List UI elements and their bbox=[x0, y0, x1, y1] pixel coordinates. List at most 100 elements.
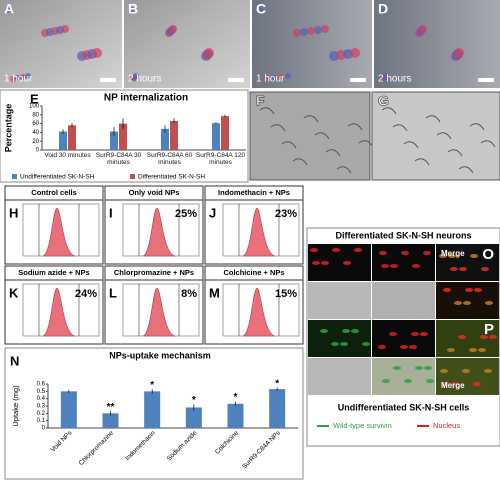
cell bbox=[442, 382, 450, 386]
cell bbox=[454, 301, 462, 305]
cell bbox=[320, 329, 328, 333]
cell bbox=[426, 379, 434, 383]
cell bbox=[342, 329, 350, 333]
y-axis-label: Percentage bbox=[3, 104, 13, 153]
bar bbox=[227, 403, 244, 428]
cell bbox=[474, 288, 482, 292]
cell-shape bbox=[447, 149, 463, 157]
micro-footer: Undifferentiated SK-N-SH cells bbox=[338, 402, 470, 412]
cell bbox=[379, 251, 387, 255]
cell bbox=[404, 379, 412, 383]
y-tick-label: 0 bbox=[36, 148, 40, 154]
cell bbox=[481, 267, 489, 271]
significance: * bbox=[234, 392, 238, 403]
micrograph bbox=[374, 0, 500, 88]
panel-letter: K bbox=[9, 285, 19, 300]
cell-shape bbox=[259, 107, 275, 115]
cell bbox=[169, 25, 177, 33]
scale-bar bbox=[100, 78, 116, 82]
cell bbox=[484, 369, 492, 373]
y-tick-label: 0 bbox=[42, 426, 46, 432]
merge-label: Merge bbox=[441, 381, 465, 390]
micro-tile bbox=[436, 358, 499, 395]
cell bbox=[204, 48, 214, 58]
x-tick-label: SurR9-C84A 120 minutes bbox=[195, 152, 246, 166]
cell bbox=[61, 25, 69, 33]
bar bbox=[60, 391, 77, 428]
panel-letter: I bbox=[109, 205, 113, 220]
cell bbox=[20, 74, 26, 80]
y-tick-label: 0.5 bbox=[37, 389, 46, 395]
panel-caption: 2 hours bbox=[128, 74, 161, 85]
cell bbox=[321, 261, 329, 265]
cell bbox=[450, 267, 458, 271]
panel-letter: A bbox=[4, 1, 14, 17]
cell bbox=[443, 288, 451, 292]
histogram bbox=[42, 207, 76, 257]
cell-shape bbox=[270, 124, 286, 132]
panel-letter: B bbox=[128, 1, 138, 17]
cell bbox=[459, 267, 467, 271]
cell bbox=[419, 25, 427, 33]
panel-caption: 1 hour bbox=[4, 74, 33, 85]
y-tick-label: 0.4 bbox=[37, 396, 46, 402]
cell-shape bbox=[281, 141, 297, 149]
micrograph bbox=[124, 0, 250, 88]
micro-tile bbox=[372, 358, 435, 395]
cell-shape bbox=[414, 158, 430, 166]
cell bbox=[470, 254, 478, 258]
cell bbox=[415, 366, 423, 370]
cell bbox=[343, 261, 351, 265]
panel-letter: M bbox=[209, 285, 220, 300]
cell bbox=[480, 335, 488, 339]
y-tick-label: 0.2 bbox=[37, 411, 46, 417]
y-tick-label: 60 bbox=[32, 121, 39, 127]
cell bbox=[448, 254, 456, 258]
micro-tile bbox=[372, 244, 435, 281]
cell bbox=[463, 301, 471, 305]
micro-title: Differentiated SK-N-SH neurons bbox=[335, 230, 471, 240]
cell bbox=[10, 76, 16, 82]
cell bbox=[440, 369, 448, 373]
micro-tile bbox=[436, 244, 499, 281]
cell bbox=[257, 7, 263, 13]
legend-label: Differentiated SK-N-SH bbox=[138, 174, 205, 181]
cell-shape bbox=[381, 107, 397, 115]
y-axis-label: Uptake (mg) bbox=[11, 385, 20, 427]
histogram bbox=[242, 207, 276, 257]
cell-shape bbox=[314, 132, 330, 140]
panel-caption: 2 hours bbox=[378, 74, 411, 85]
cell-shape bbox=[436, 132, 452, 140]
bar bbox=[68, 125, 76, 150]
cell bbox=[473, 382, 481, 386]
cell bbox=[469, 348, 477, 352]
cell bbox=[92, 48, 102, 58]
cell bbox=[401, 251, 409, 255]
significance: * bbox=[192, 395, 196, 406]
panel-letter: N bbox=[10, 353, 19, 368]
bar bbox=[221, 116, 229, 150]
flow-title: Indomethacin + NPs bbox=[218, 188, 290, 197]
percent: 24% bbox=[75, 288, 97, 300]
panel-letter: G bbox=[378, 93, 389, 109]
cell bbox=[271, 75, 277, 81]
cell bbox=[462, 369, 470, 373]
cell bbox=[447, 348, 455, 352]
cell-shape bbox=[336, 166, 352, 174]
cell bbox=[390, 264, 398, 268]
panel-letter: H bbox=[9, 205, 18, 220]
significance: * bbox=[150, 380, 154, 391]
cell bbox=[314, 26, 322, 34]
cell-shape bbox=[425, 115, 441, 123]
cell bbox=[354, 248, 362, 252]
bar bbox=[144, 391, 161, 428]
y-tick-label: 20 bbox=[32, 139, 39, 145]
bar bbox=[212, 123, 220, 150]
cell bbox=[381, 264, 389, 268]
panel-letter: P bbox=[484, 321, 494, 338]
bar bbox=[119, 123, 127, 150]
cell-shape bbox=[325, 149, 341, 157]
panel-letter: L bbox=[109, 285, 117, 300]
percent: 8% bbox=[181, 288, 197, 300]
